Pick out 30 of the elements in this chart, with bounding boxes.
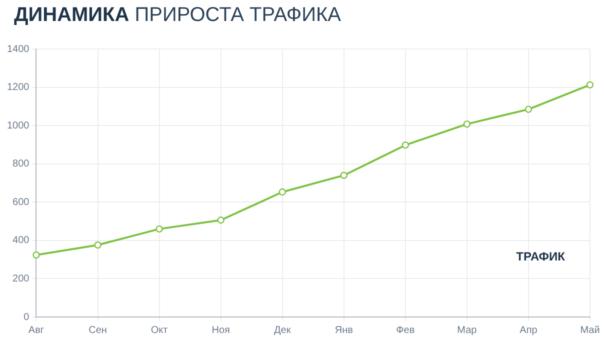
- y-tick-label: 1000: [6, 120, 30, 132]
- y-tick-label: 1400: [6, 44, 30, 55]
- point: [586, 81, 594, 88]
- x-tick-label: Мар: [457, 324, 478, 336]
- x-tick-label: Окт: [150, 324, 168, 336]
- point: [32, 251, 40, 259]
- x-tick-label: Апр: [520, 324, 538, 336]
- point: [156, 225, 163, 233]
- point: [402, 141, 410, 149]
- point: [524, 106, 532, 113]
- point: [278, 188, 286, 196]
- y-tick-label: 800: [12, 158, 30, 170]
- text: ТРАФИК: [516, 249, 566, 264]
- y-tick-label: 200: [12, 273, 30, 284]
- y-tick-label: 400: [12, 235, 30, 246]
- x-tick-label: Авг: [28, 324, 44, 336]
- point: [340, 172, 348, 179]
- x-tick-label: Янв: [334, 324, 353, 336]
- chart-title: ДИНАМИКА ПРИРОСТА ТРАФИКА: [14, 4, 341, 26]
- x-tick-label: Сен: [88, 324, 107, 336]
- y-tick-label: 1200: [6, 82, 30, 94]
- y-tick-label: 600: [12, 196, 30, 208]
- x-tick-label: Ноя: [212, 324, 230, 336]
- point: [217, 216, 224, 224]
- x-tick-label: Фев: [396, 324, 415, 336]
- x-tick-label: Май: [580, 324, 600, 336]
- point: [463, 120, 471, 128]
- x-tick-label: Дек: [274, 324, 292, 336]
- point: [94, 241, 102, 249]
- y-tick-label: 0: [24, 312, 30, 323]
